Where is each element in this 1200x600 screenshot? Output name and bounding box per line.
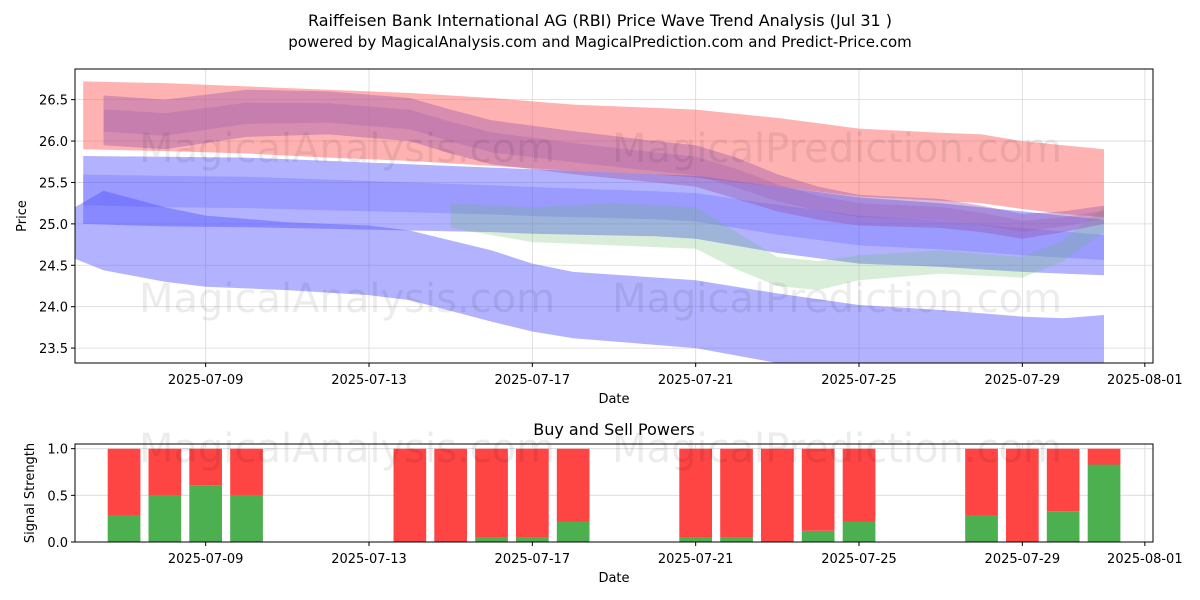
watermark-analysis: MagicalAnalysis.com	[139, 126, 555, 172]
price-band-blue-low	[75, 190, 1104, 363]
price-band-green	[450, 203, 1104, 291]
sell-bar	[148, 448, 182, 496]
sell-bar	[107, 448, 141, 516]
price-y-axis-label: Price	[15, 200, 30, 232]
buy-bar	[556, 521, 590, 542]
buy-bar	[720, 537, 753, 542]
sell-bar	[434, 448, 467, 542]
sell-bar	[230, 448, 263, 496]
signal-x-axis-label: Date	[598, 571, 629, 586]
signal-chart-title: Buy and Sell Powers	[533, 420, 695, 439]
x-tick-label: 2025-07-09	[168, 552, 244, 567]
watermark-prediction: MagicalPrediction.com	[612, 276, 1062, 322]
buy-bar	[107, 515, 141, 542]
sell-bar	[801, 448, 835, 531]
watermark-analysis: MagicalAnalysis.com	[139, 276, 555, 322]
price-bands	[75, 81, 1105, 363]
y-tick-label: 1.0	[47, 443, 68, 458]
y-tick-label: 0.5	[47, 489, 68, 504]
buy-bar	[801, 530, 835, 542]
sell-bar	[720, 448, 753, 538]
y-tick-label: 24.0	[39, 301, 68, 316]
buy-bar	[475, 537, 508, 542]
price-plot-frame	[74, 68, 1154, 364]
signal-watermarks: MagicalAnalysis.com MagicalPrediction.co…	[139, 426, 1062, 472]
sell-bar	[842, 448, 876, 522]
chart-title: Raiffeisen Bank International AG (RBI) P…	[308, 11, 892, 30]
watermark-analysis: MagicalAnalysis.com	[139, 426, 555, 472]
sell-bar	[393, 448, 427, 542]
signal-plot-frame	[74, 443, 1154, 543]
sell-bar	[679, 448, 712, 538]
price-x-ticks: 2025-07-09 2025-07-13 2025-07-17 2025-07-21…	[168, 363, 1183, 388]
buy-bar	[1087, 464, 1121, 542]
price-band-red	[83, 81, 1104, 218]
watermark-prediction: MagicalPrediction.com	[612, 126, 1062, 172]
x-tick-label: 2025-07-09	[168, 373, 244, 388]
x-tick-label: 2025-07-29	[985, 373, 1061, 388]
x-tick-label: 2025-07-21	[658, 373, 734, 388]
y-tick-label: 23.5	[39, 342, 68, 357]
price-band-purple-core	[103, 102, 1105, 232]
price-band-blue-wide	[83, 156, 1104, 276]
y-tick-label: 24.5	[39, 259, 68, 274]
sell-bar	[189, 448, 222, 486]
signal-y-ticks: 0.0 0.5 1.0	[47, 443, 75, 551]
buy-bar	[148, 495, 182, 542]
buy-bar	[679, 537, 712, 542]
sell-bar	[475, 448, 508, 538]
sell-bar	[1006, 448, 1039, 542]
signal-x-ticks: 2025-07-09 2025-07-13 2025-07-17 2025-07-21…	[168, 542, 1183, 567]
y-tick-label: 26.5	[39, 94, 68, 109]
x-tick-label: 2025-08-01	[1107, 373, 1183, 388]
sell-bar	[965, 448, 998, 516]
signal-y-axis-label: Signal Strength	[23, 443, 38, 543]
x-tick-label: 2025-07-13	[331, 552, 407, 567]
price-watermarks: MagicalAnalysis.com MagicalPrediction.co…	[139, 126, 1062, 322]
buy-bar	[230, 495, 263, 542]
x-tick-label: 2025-07-25	[821, 373, 897, 388]
sell-bar	[556, 448, 590, 522]
price-x-axis-label: Date	[598, 392, 629, 407]
buy-bar	[189, 485, 222, 542]
x-tick-label: 2025-07-29	[985, 552, 1061, 567]
buy-bar	[516, 537, 549, 542]
x-tick-label: 2025-08-01	[1107, 552, 1183, 567]
y-tick-label: 25.5	[39, 176, 68, 191]
y-tick-label: 26.0	[39, 135, 68, 150]
signal-bars	[107, 448, 1121, 542]
price-band-purple	[103, 89, 1105, 239]
x-tick-label: 2025-07-17	[495, 373, 571, 388]
price-band-blue-wide-core	[83, 174, 1104, 260]
watermark-prediction: MagicalPrediction.com	[612, 426, 1062, 472]
buy-bar	[842, 521, 876, 542]
y-tick-label: 0.0	[47, 536, 68, 551]
sell-bar	[1087, 448, 1121, 465]
buy-bar	[1046, 511, 1080, 542]
x-tick-label: 2025-07-25	[821, 552, 897, 567]
sell-bar	[516, 448, 549, 538]
buy-bar	[965, 515, 998, 542]
x-tick-label: 2025-07-13	[331, 373, 407, 388]
sell-bar	[761, 448, 794, 542]
x-tick-label: 2025-07-21	[658, 552, 734, 567]
y-tick-label: 25.0	[39, 218, 68, 233]
sell-bar	[1046, 448, 1080, 512]
price-y-ticks: 23.5 24.0 24.5 25.0 25.5 26.0 26.5	[39, 94, 75, 357]
chart-subtitle: powered by MagicalAnalysis.com and Magic…	[288, 33, 912, 51]
x-tick-label: 2025-07-17	[495, 552, 571, 567]
